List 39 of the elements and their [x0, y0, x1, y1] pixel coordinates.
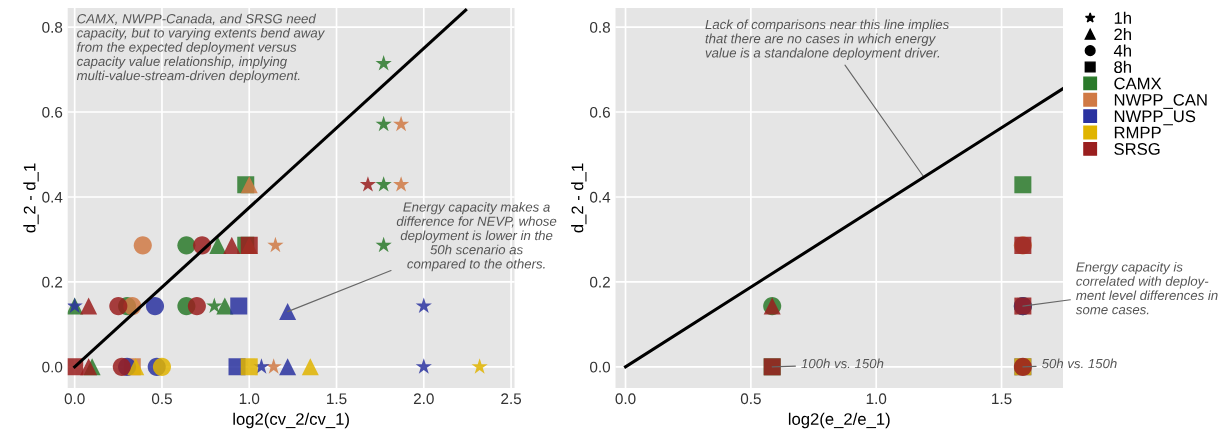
legend-label: 8h: [1114, 60, 1131, 74]
legend-label: 2h: [1114, 28, 1131, 41]
legend-label: RMPP: [1114, 126, 1161, 139]
x-tick-label: 1.5: [327, 393, 347, 405]
y-tick-label: 0.4: [42, 191, 63, 203]
legend-label: 4h: [1113, 44, 1131, 57]
x-axis-title: log2(e_2/e_1): [788, 412, 890, 429]
legend-label: 1h: [1114, 11, 1131, 24]
y-tick-label: 0.0: [590, 361, 611, 373]
y-axis-title: d_2 - d_1: [571, 163, 587, 233]
legend-label: NWPP_US: [1114, 110, 1196, 126]
x-axis-title: log2(cv_2/cv_1): [233, 412, 349, 429]
legend-label: NWPP_CAN: [1114, 93, 1207, 109]
y-axis-title: d_2 - d_1: [23, 163, 39, 233]
x-tick-label: 0.5: [740, 393, 761, 405]
y-tick-label: 0.8: [42, 21, 63, 33]
x-tick-label: 0.5: [151, 393, 172, 405]
annotation: Energy capacity makes a difference for NEVP, whose deployment is lower in the 50h scenario as compared to the others.: [396, 202, 557, 272]
annotation: Lack of comparisons near this line implies that there are no cases in which energy value is a standalone deployment driver.: [705, 19, 949, 61]
annotation: CAMX, NWPP-Canada, and SRSG need capacity, but to varying extents bend away from the expected deployment versus capacity value relationship, implying multi-value-stream-driven deployment.: [76, 13, 325, 83]
x-tick-label: 1.5: [992, 393, 1012, 405]
x-tick-label: 1.0: [239, 393, 260, 405]
x-tick-label: 2.0: [413, 393, 434, 405]
y-tick-label: 0.0: [42, 361, 63, 373]
y-tick-label: 0.2: [590, 276, 610, 288]
y-tick-label: 0.4: [590, 191, 611, 203]
x-tick-label: 2.5: [501, 393, 522, 405]
x-tick-label: 0.0: [615, 393, 636, 405]
annotation: Energy capacity is correlated with deploy- ment level differences in some cases.: [1075, 261, 1218, 315]
legend-label: CAMX: [1114, 77, 1162, 90]
y-tick-label: 0.6: [42, 106, 63, 118]
y-tick-label: 0.8: [590, 21, 610, 33]
x-tick-label: 0.0: [64, 393, 85, 405]
annotation: 100h vs. 150h: [801, 358, 884, 369]
x-tick-label: 1.0: [866, 393, 887, 405]
y-tick-label: 0.2: [42, 276, 63, 288]
y-tick-label: 0.6: [590, 106, 610, 118]
legend-label: SRSG: [1114, 143, 1160, 155]
annotation: 50h vs. 150h: [1041, 358, 1117, 369]
